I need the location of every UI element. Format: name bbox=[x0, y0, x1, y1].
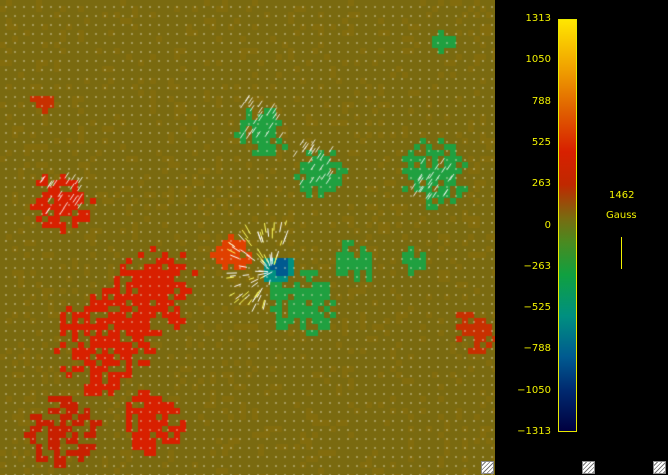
resize-handle-middle[interactable] bbox=[582, 461, 595, 474]
colorbar-tick-label: 1313 bbox=[526, 14, 551, 24]
colorbar-tick-label: −263 bbox=[524, 262, 551, 272]
colorbar bbox=[558, 19, 577, 432]
colorbar-tick-label: 1050 bbox=[526, 55, 551, 65]
colorbar-tick-label: 788 bbox=[532, 97, 551, 107]
resize-handle-left[interactable] bbox=[481, 461, 494, 474]
colorbar-tick-label: −1313 bbox=[517, 427, 551, 437]
vector-magnetogram-image bbox=[0, 0, 495, 475]
scale-arrow-value: 1462 bbox=[609, 190, 634, 201]
colorbar-tick-label: −788 bbox=[524, 344, 551, 354]
colorbar-tick-label: 0 bbox=[545, 221, 551, 231]
colorbar-tick-label: 263 bbox=[532, 179, 551, 189]
colorbar-tick-label: −525 bbox=[524, 303, 551, 313]
scale-arrow-unit: Gauss bbox=[606, 210, 637, 221]
colorbar-tick-label: 525 bbox=[532, 138, 551, 148]
resize-handle-right[interactable] bbox=[653, 461, 666, 474]
scale-arrow bbox=[621, 237, 622, 269]
colorbar-tick-label: −1050 bbox=[517, 386, 551, 396]
